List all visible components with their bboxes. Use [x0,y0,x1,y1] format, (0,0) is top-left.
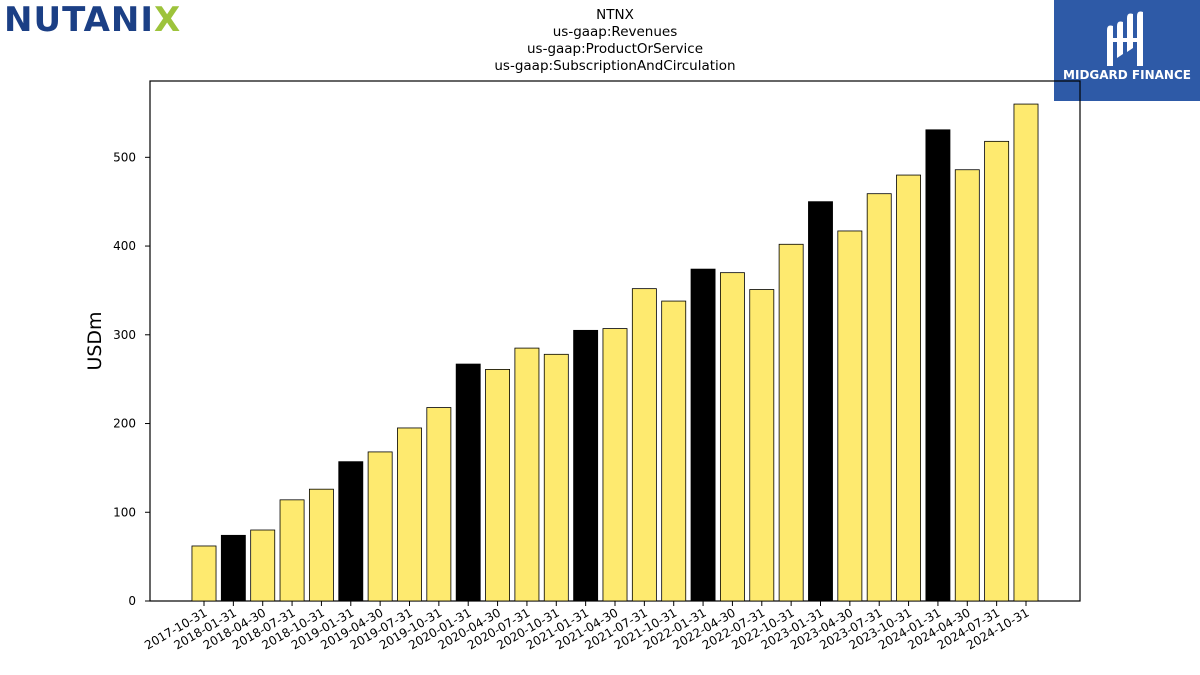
x-axis: 2017-10-312018-01-312018-04-302018-07-31… [142,601,1032,652]
bar-series [191,103,1039,602]
bar [778,243,804,602]
bar [514,347,540,602]
y-axis-label: USDm [84,311,106,370]
bar [426,407,452,602]
bar [397,427,422,602]
bar [808,201,833,602]
y-tick-label: 400 [113,239,136,253]
bar [338,461,364,602]
bar [250,529,276,602]
chart-subtitle-2: us-gaap:ProductOrService [526,41,704,57]
bar [1013,103,1039,602]
bar [367,451,393,602]
y-tick-label: 300 [113,328,136,342]
y-tick-label: 500 [113,150,136,164]
bar [455,363,481,602]
y-tick-label: 200 [113,417,136,431]
logo-text: NUTANI [4,0,155,40]
logo-wordmark: MIDGARD FINANCE [1063,68,1191,82]
bar [220,534,246,602]
chart-subtitle-1: us-gaap:Revenues [552,24,678,40]
bar [485,368,510,602]
y-tick-label: 100 [113,505,136,519]
bar [631,288,657,602]
bar [279,499,305,602]
bar [308,488,334,602]
bar [573,329,599,602]
bar [719,272,745,602]
nutanix-logo: NUTANIX [4,2,181,38]
bar [954,169,980,602]
bar [191,545,217,602]
bar [866,193,892,602]
logo-accent-letter: X [154,0,182,40]
bar [602,328,628,602]
bar [837,230,863,602]
bar [984,140,1010,602]
bar [925,129,951,602]
chart-title-block: NTNX us-gaap:Revenues us-gaap:ProductOrS… [415,7,815,75]
bar [543,353,569,602]
bar [661,300,687,602]
bar [690,268,716,602]
y-tick-label: 0 [128,594,136,608]
chart-title: NTNX [596,7,634,23]
bar [749,289,775,602]
bar [896,174,922,602]
chart-subtitle-3: us-gaap:SubscriptionAndCirculation [494,58,736,74]
y-axis: 0 100 200 300 400 500 [113,150,150,608]
midgard-monogram-icon [1107,11,1143,66]
midgard-finance-logo: MIDGARD FINANCE [1054,0,1200,101]
